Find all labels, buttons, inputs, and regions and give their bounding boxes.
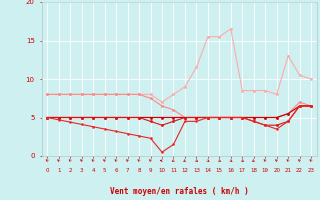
X-axis label: Vent moyen/en rafales ( km/h ): Vent moyen/en rafales ( km/h )	[110, 187, 249, 196]
